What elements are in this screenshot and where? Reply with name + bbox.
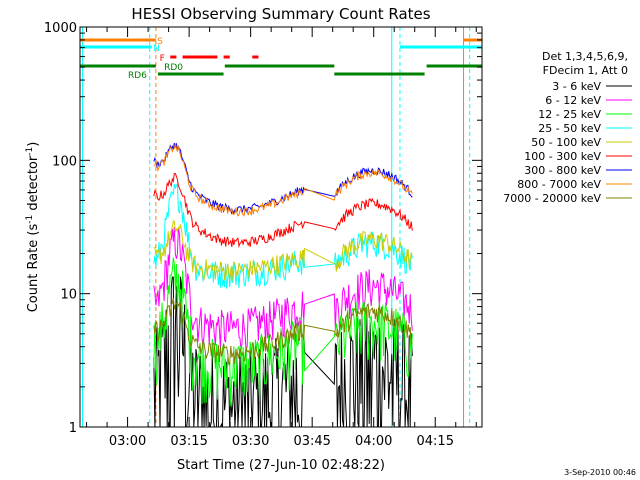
x-tick-label: 03:15 [170, 434, 207, 449]
x-tick-label: 03:45 [293, 434, 330, 449]
x-axis: 03:00 03:15 03:30 03:45 04:00 04:15 [86, 27, 477, 449]
x-tick-label: 04:15 [417, 434, 454, 449]
y-tick-label: 100 [52, 154, 77, 169]
y-axis: 1 10 100 1000 [44, 21, 482, 436]
legend: Det 1,3,4,5,6,9,FDecim 1, Att 0 3 - 6 keV… [503, 50, 632, 205]
legend-entry-label: 50 - 100 keV [531, 136, 601, 149]
y-axis-label: Count Rate (s-1 detector-1) [25, 142, 41, 313]
legend-entry-label: 25 - 50 keV [538, 122, 601, 135]
series-trace-5 [153, 172, 413, 249]
series-trace-8 [153, 298, 413, 365]
legend-header: Det 1,3,4,5,6,9, [542, 50, 628, 63]
legend-entry-label: 12 - 25 keV [538, 108, 601, 121]
y-tick-label: 10 [60, 288, 77, 303]
series-trace-2 [153, 257, 413, 407]
flag-label-f: F [160, 54, 165, 64]
series-trace-7 [153, 143, 413, 217]
flag-label-rd6: RD6 [128, 71, 147, 81]
flag-label-rd0: RD0 [164, 63, 183, 73]
x-tick-label: 04:00 [355, 434, 392, 449]
flag-label-s: S [157, 37, 163, 47]
legend-entry-label: 7000 - 20000 keV [503, 192, 601, 205]
footer-date: 3-Sep-2010 00:46 [564, 468, 636, 477]
flag-label-n: N [153, 44, 160, 54]
y-tick-label: 1 [69, 421, 77, 436]
x-axis-label: Start Time (27-Jun-10 02:48:22) [177, 458, 385, 473]
x-tick-label: 03:30 [232, 434, 269, 449]
plot-frame [79, 26, 483, 428]
chart-title: HESSI Observing Summary Count Rates [131, 5, 430, 23]
series-trace-4 [153, 220, 413, 282]
legend-entry-label: 3 - 6 keV [552, 80, 601, 93]
legend-entry-label: 6 - 12 keV [545, 94, 601, 107]
legend-header: FDecim 1, Att 0 [543, 64, 628, 77]
legend-entry-label: 300 - 800 keV [524, 164, 601, 177]
x-tick-label: 03:00 [109, 434, 146, 449]
y-tick-label: 1000 [44, 21, 77, 36]
legend-entry-label: 100 - 300 keV [524, 150, 601, 163]
legend-entry-label: 800 - 7000 keV [517, 178, 601, 191]
